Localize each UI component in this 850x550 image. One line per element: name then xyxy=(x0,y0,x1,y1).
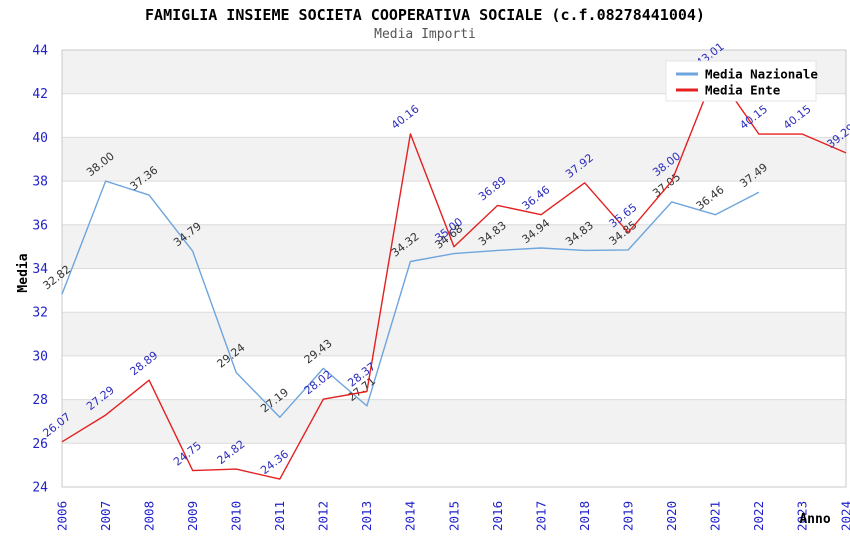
x-tick-label: 2017 xyxy=(533,501,548,531)
x-tick: 2009 xyxy=(185,501,200,531)
legend-label-media-ente: Media Ente xyxy=(705,83,781,98)
data-label: 40.15 xyxy=(781,103,814,133)
y-tick-label: 30 xyxy=(32,349,48,364)
y-tick-label: 32 xyxy=(32,306,48,321)
y-tick-label: 34 xyxy=(32,262,48,277)
x-tick: 2022 xyxy=(751,501,766,531)
data-label: 36.46 xyxy=(520,183,553,213)
x-tick-label: 2015 xyxy=(446,501,461,531)
y-tick-label: 24 xyxy=(32,481,48,496)
y-axis-title: Media xyxy=(16,253,31,292)
x-tick: 2024 xyxy=(838,501,850,531)
data-label: 24.36 xyxy=(258,448,291,478)
legend-label-media-nazionale: Media Nazionale xyxy=(705,67,818,82)
series-line-media-nazionale xyxy=(61,180,760,418)
chart-subtitle: Media Importi xyxy=(374,27,476,42)
y-tick-label: 38 xyxy=(32,175,48,190)
y-tick-label: 44 xyxy=(32,44,48,59)
data-label: 40.16 xyxy=(389,102,422,132)
x-tick-label: 2012 xyxy=(316,501,331,531)
x-axis-title: Anno xyxy=(799,512,830,527)
grid-band xyxy=(62,399,846,444)
x-tick-label: 2023 xyxy=(795,501,810,531)
x-tick: 2013 xyxy=(359,501,374,531)
x-tick: 2012 xyxy=(316,501,331,531)
data-label: 36.46 xyxy=(694,183,727,213)
y-tick-label: 42 xyxy=(32,87,48,102)
x-tick-label: 2022 xyxy=(751,501,766,531)
x-tick: 2010 xyxy=(228,501,243,531)
x-tick-label: 2014 xyxy=(403,501,418,531)
y-tick-label: 28 xyxy=(32,393,48,408)
x-tick: 2020 xyxy=(664,501,679,531)
x-tick: 2021 xyxy=(708,501,723,531)
x-tick: 2015 xyxy=(446,501,461,531)
x-tick: 2008 xyxy=(141,501,156,531)
x-tick: 2018 xyxy=(577,501,592,531)
x-tick: 2019 xyxy=(620,501,635,531)
x-tick: 2011 xyxy=(272,501,287,531)
x-tick-label: 2021 xyxy=(708,501,723,531)
x-tick-label: 2016 xyxy=(490,501,505,531)
x-tick-label: 2007 xyxy=(98,501,113,531)
grid-band xyxy=(62,137,846,182)
x-tick-label: 2006 xyxy=(54,501,69,531)
plot-border xyxy=(61,49,847,488)
x-tick-label: 2024 xyxy=(838,501,850,531)
y-tick-label: 36 xyxy=(32,218,48,233)
x-tick: 2017 xyxy=(533,501,548,531)
x-tick: 2007 xyxy=(98,501,113,531)
x-tick: 2016 xyxy=(490,501,505,531)
grid-band xyxy=(62,312,846,356)
x-tick-label: 2013 xyxy=(359,501,374,531)
x-tick-label: 2018 xyxy=(577,501,592,531)
x-tick-label: 2020 xyxy=(664,501,679,531)
x-tick-label: 2019 xyxy=(620,501,635,531)
x-tick-label: 2009 xyxy=(185,501,200,531)
x-tick: 2023 xyxy=(795,501,810,531)
x-tick: 2014 xyxy=(403,501,418,531)
x-tick: 2006 xyxy=(54,501,69,531)
y-tick-label: 26 xyxy=(32,437,48,452)
x-tick-label: 2008 xyxy=(141,501,156,531)
data-label: 28.02 xyxy=(302,368,335,398)
legend-box xyxy=(665,60,817,102)
chart-title: FAMIGLIA INSIEME SOCIETA COOPERATIVA SOC… xyxy=(145,6,705,24)
x-tick-label: 2011 xyxy=(272,501,287,531)
x-tick-label: 2010 xyxy=(228,501,243,531)
y-tick-label: 40 xyxy=(32,131,48,146)
